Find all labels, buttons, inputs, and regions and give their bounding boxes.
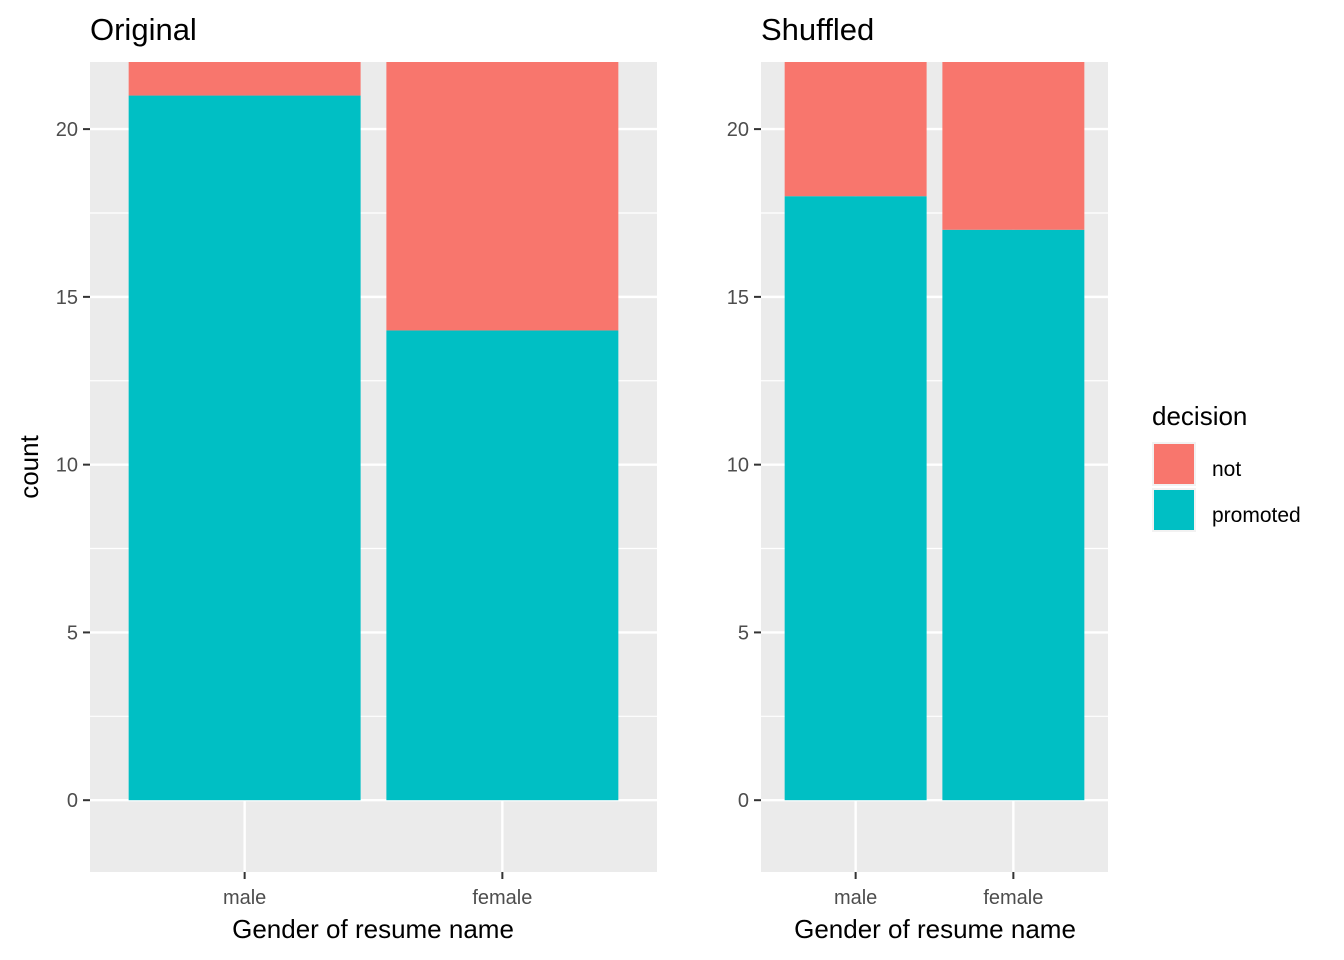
x-tick-label: male bbox=[834, 887, 877, 909]
x-axis-title-original: Gender of resume name bbox=[232, 914, 514, 944]
y-tick-label: 10 bbox=[56, 455, 78, 477]
legend-swatch-promoted bbox=[1154, 490, 1194, 530]
legend: decision not promoted bbox=[1152, 401, 1301, 532]
legend-label-promoted: promoted bbox=[1212, 504, 1301, 527]
legend-label-not: not bbox=[1212, 458, 1241, 481]
bar-female-not bbox=[942, 62, 1085, 230]
y-tick-label: 0 bbox=[738, 790, 749, 812]
x-tick-label: male bbox=[223, 887, 266, 909]
bar-male-promoted bbox=[128, 95, 361, 801]
y-tick-label: 15 bbox=[727, 287, 749, 309]
panel-shuffled: Shuffled Gender of resume name 0 5 10 15 20 m… bbox=[727, 12, 1108, 944]
y-tick-label: 5 bbox=[738, 622, 749, 644]
x-tick-label: female bbox=[983, 887, 1043, 909]
panel-original: Original count Gender of resume name 0 5 1… bbox=[14, 12, 657, 944]
y-tick-label: 20 bbox=[56, 119, 78, 141]
bar-female-not bbox=[386, 62, 619, 331]
x-tick-label: female bbox=[472, 887, 532, 909]
y-tick-label: 0 bbox=[67, 790, 78, 812]
x-axis-title-shuffled: Gender of resume name bbox=[794, 914, 1076, 944]
legend-swatch-not bbox=[1154, 444, 1194, 484]
panel-title-original: Original bbox=[90, 12, 197, 47]
y-tick-label: 5 bbox=[67, 622, 78, 644]
bar-male-promoted bbox=[784, 196, 927, 801]
bar-female-promoted bbox=[942, 229, 1085, 801]
bar-female-promoted bbox=[386, 330, 619, 801]
y-axis-title: count bbox=[14, 434, 44, 498]
legend-title: decision bbox=[1152, 401, 1247, 431]
panel-title-shuffled: Shuffled bbox=[761, 12, 874, 47]
y-tick-label: 15 bbox=[56, 287, 78, 309]
bar-male-not bbox=[784, 62, 927, 197]
bar-male-not bbox=[128, 62, 361, 96]
y-tick-label: 10 bbox=[727, 455, 749, 477]
y-tick-label: 20 bbox=[727, 119, 749, 141]
